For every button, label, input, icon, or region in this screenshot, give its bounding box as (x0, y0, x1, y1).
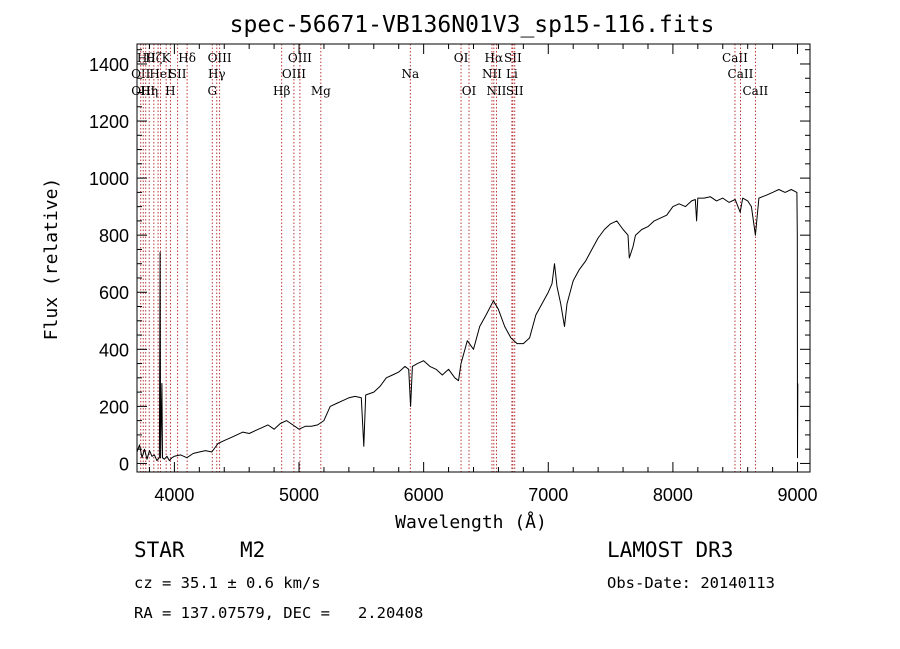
spectral-line-label: Hθ (137, 51, 155, 65)
spectral-line-label: OII (131, 67, 151, 81)
spectral-line-label: Hα (485, 51, 504, 65)
spectral-line-label: SII (506, 84, 524, 98)
y-tick-label: 1400 (89, 55, 129, 75)
spectral-line-label: OIII (288, 51, 312, 65)
x-tick-label: 8000 (653, 485, 693, 505)
y-tick-label: 800 (99, 226, 129, 246)
spectral-line-label: HeI (149, 67, 172, 81)
y-tick-label: 400 (99, 340, 129, 360)
spectral-line-label: G (207, 84, 217, 98)
spectral-line-label: SII (504, 51, 522, 65)
spectral-line-label: H (165, 84, 175, 98)
spectral-line-label: Mg (311, 84, 331, 98)
x-tick-label: 4000 (154, 485, 194, 505)
y-tick-label: 1000 (89, 169, 129, 189)
spectral-line-label: K (162, 51, 172, 65)
axes (136, 43, 811, 473)
x-tick-label: 5000 (279, 485, 319, 505)
spectral-line-label: Hβ (273, 84, 290, 98)
spectral-line-label: SII (169, 67, 187, 81)
spectrum-line (136, 189, 799, 462)
y-axis-label: Flux (relative) (41, 178, 62, 341)
y-tick-label: 200 (99, 397, 129, 417)
spectral-line-label: OI (454, 51, 469, 65)
spectral-line-label: Hδ (178, 51, 196, 65)
spectral-line-label: CaII (728, 67, 754, 81)
x-tick-label: 7000 (528, 485, 568, 505)
x-axis-label: Wavelength (Å) (395, 511, 547, 533)
x-tick-label: 9000 (778, 485, 818, 505)
obs-date: Obs-Date: 20140113 (607, 574, 775, 592)
redshift-text: cz = 35.1 ± 0.6 km/s (134, 574, 321, 592)
spectral-line-label: Hγ (208, 67, 226, 81)
object-type: STAR (134, 538, 185, 562)
y-tick-label: 1200 (89, 112, 129, 132)
y-tick-label: 0 (119, 454, 129, 474)
x-tick-label: 6000 (404, 485, 444, 505)
spectral-line-label: OIII (282, 67, 306, 81)
spectral-line-label: Na (401, 67, 419, 81)
spectral-line-label: Hη (140, 84, 158, 98)
plot-frame (136, 43, 811, 473)
spectral-line-markers: OIIOIIIHθHηHζHeIKHSIIHδGHγOIIIHβOIIIOIII… (131, 44, 769, 472)
spectral-line-label: Li (506, 67, 518, 81)
y-axis-ticks: 0 200 400 600 800 1000 1200 1400 (89, 49, 810, 474)
object-subclass: M2 (240, 538, 266, 562)
spectrum-series (136, 189, 799, 462)
x-axis-ticks: 4000 5000 6000 7000 8000 9000 (148, 44, 818, 505)
chart-title: spec-56671-VB136N01V3_sp15-116.fits (230, 12, 715, 38)
spectral-line-label: NII (482, 67, 502, 81)
spectral-line-label: NII (486, 84, 506, 98)
spectral-line-label: CaII (742, 84, 768, 98)
spectral-line-label: OIII (208, 51, 232, 65)
spectral-line-label: CaII (722, 51, 748, 65)
survey-name: LAMOST DR3 (607, 538, 734, 562)
coordinates: RA = 137.07579, DEC = 2.20408 (134, 604, 424, 622)
spectral-line-label: OI (462, 84, 477, 98)
y-tick-label: 600 (99, 283, 129, 303)
